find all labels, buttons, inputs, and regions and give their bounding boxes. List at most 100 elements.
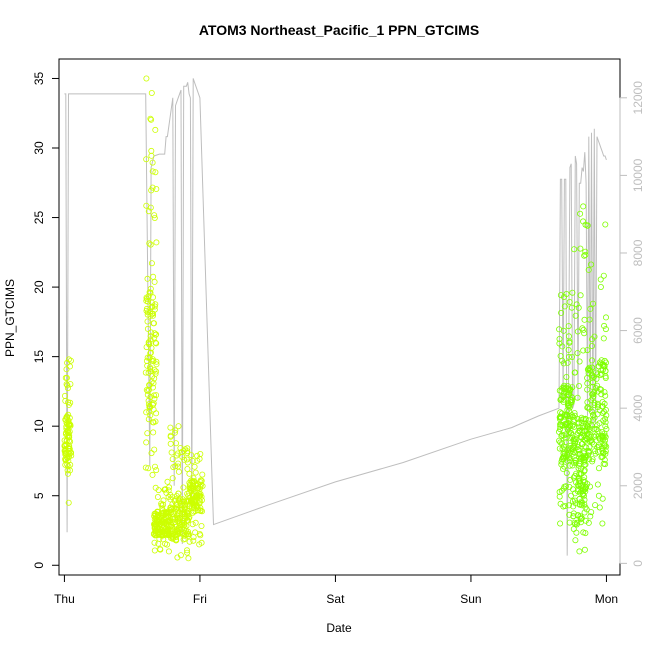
- data-point: [599, 520, 606, 527]
- data-point: [584, 423, 591, 430]
- x-tick-label: Thu: [54, 592, 75, 606]
- data-point: [601, 363, 608, 370]
- data-point: [590, 300, 597, 307]
- data-point: [163, 509, 170, 516]
- data-point: [560, 454, 567, 461]
- data-point: [145, 339, 152, 346]
- data-point: [592, 448, 599, 455]
- data-point: [570, 436, 577, 443]
- data-point: [587, 305, 594, 312]
- data-point: [151, 463, 158, 470]
- data-point: [580, 218, 587, 225]
- data-point: [589, 342, 596, 349]
- data-point: [178, 519, 185, 526]
- data-point: [172, 518, 179, 525]
- data-point: [603, 443, 610, 450]
- data-point: [147, 289, 154, 296]
- data-point: [148, 147, 155, 154]
- data-point: [143, 307, 150, 314]
- data-point: [564, 392, 571, 399]
- data-point: [143, 156, 150, 163]
- data-point: [154, 493, 161, 500]
- data-point: [151, 547, 158, 554]
- data-point: [145, 397, 152, 404]
- data-point: [563, 469, 570, 476]
- y-axis-left: 0 5 10 15 20 25 30 35: [32, 71, 59, 569]
- y2-tick-label: 10000: [631, 158, 645, 192]
- data-point: [577, 292, 584, 299]
- data-point: [175, 423, 182, 430]
- data-point: [63, 437, 70, 444]
- data-point: [603, 314, 610, 321]
- data-point: [578, 502, 585, 509]
- data-point: [588, 261, 595, 268]
- data-point: [160, 497, 167, 504]
- data-point: [576, 548, 583, 555]
- data-point: [602, 442, 609, 449]
- data-point: [602, 367, 609, 374]
- data-point: [155, 487, 162, 494]
- data-point: [564, 383, 571, 390]
- data-point: [150, 273, 157, 280]
- data-point: [594, 422, 601, 429]
- data-point: [586, 316, 593, 323]
- data-point: [599, 398, 606, 405]
- data-point: [63, 374, 70, 381]
- data-point: [583, 444, 590, 451]
- data-point: [164, 478, 171, 485]
- data-point: [157, 546, 164, 553]
- data-point: [188, 452, 195, 459]
- data-point: [169, 475, 176, 482]
- data-point: [566, 462, 573, 469]
- data-point: [198, 539, 205, 546]
- y2-tick-label: 8000: [631, 239, 645, 266]
- data-point: [569, 450, 576, 457]
- data-point: [64, 382, 71, 389]
- data-point: [586, 364, 593, 371]
- data-point: [596, 465, 603, 472]
- data-point: [570, 503, 577, 510]
- data-point: [180, 484, 187, 491]
- data-point: [163, 541, 170, 548]
- data-point: [163, 528, 170, 535]
- data-point: [564, 359, 571, 366]
- y2-tick-label: 12000: [631, 81, 645, 115]
- data-point: [560, 327, 567, 334]
- data-point: [565, 323, 572, 330]
- x-tick-label: Mon: [595, 592, 618, 606]
- data-point: [559, 445, 566, 452]
- data-point: [185, 555, 192, 562]
- data-point: [562, 420, 569, 427]
- data-point: [167, 432, 174, 439]
- data-point: [599, 436, 606, 443]
- data-point: [556, 437, 563, 444]
- data-point: [584, 404, 591, 411]
- data-point: [67, 399, 74, 406]
- data-point: [602, 415, 609, 422]
- data-point: [172, 427, 179, 434]
- data-point: [152, 512, 159, 519]
- data-point: [151, 395, 158, 402]
- data-point: [598, 370, 605, 377]
- y-tick-label: 25: [32, 211, 46, 225]
- data-point: [599, 447, 606, 454]
- data-point: [169, 531, 176, 538]
- y-axis-label: PPN_GTCIMS: [3, 279, 17, 357]
- data-point: [147, 393, 154, 400]
- data-point: [601, 456, 608, 463]
- data-point: [143, 386, 150, 393]
- data-point: [61, 443, 68, 450]
- data-point: [169, 530, 176, 537]
- data-point: [581, 509, 588, 516]
- data-point: [584, 222, 591, 229]
- data-point: [189, 491, 196, 498]
- data-point: [173, 505, 180, 512]
- data-point: [568, 304, 575, 311]
- data-point: [144, 275, 151, 282]
- chart-title: ATOM3 Northeast_Pacific_1 PPN_GTCIMS: [199, 22, 479, 38]
- data-point: [172, 521, 179, 528]
- data-point: [149, 471, 156, 478]
- data-point: [583, 506, 590, 513]
- data-point: [179, 453, 186, 460]
- data-point: [573, 436, 580, 443]
